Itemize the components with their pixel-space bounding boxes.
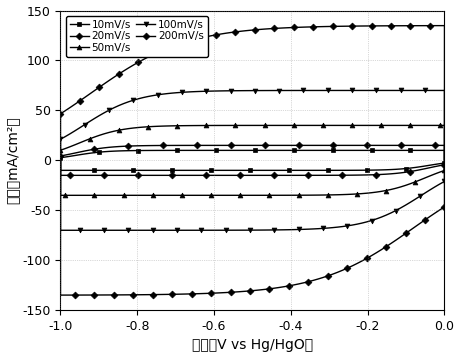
20mV/s <box>305 143 310 147</box>
20mV/s <box>291 143 296 147</box>
200mV/s <box>305 25 310 29</box>
100mV/s <box>305 88 310 93</box>
200mV/s <box>397 24 403 28</box>
Line: 20mV/s: 20mV/s <box>58 143 446 158</box>
50mV/s <box>441 123 446 127</box>
10mV/s <box>291 148 296 153</box>
100mV/s <box>291 88 296 93</box>
50mV/s <box>57 148 63 153</box>
10mV/s <box>397 148 403 153</box>
100mV/s <box>285 88 291 93</box>
50mV/s <box>291 123 296 127</box>
10mV/s <box>319 148 325 153</box>
100mV/s <box>441 88 446 93</box>
Line: 10mV/s: 10mV/s <box>58 148 446 160</box>
200mV/s <box>291 25 296 30</box>
50mV/s <box>319 123 325 127</box>
100mV/s <box>319 88 325 93</box>
200mV/s <box>285 25 291 30</box>
200mV/s <box>319 24 325 29</box>
50mV/s <box>285 123 291 127</box>
20mV/s <box>441 143 446 147</box>
Line: 200mV/s: 200mV/s <box>58 23 446 116</box>
10mV/s <box>285 148 291 153</box>
Line: 50mV/s: 50mV/s <box>58 123 446 153</box>
200mV/s <box>441 24 446 28</box>
200mV/s <box>57 112 63 116</box>
200mV/s <box>227 30 233 35</box>
X-axis label: 电压（V vs Hg/HgO）: 电压（V vs Hg/HgO） <box>191 338 312 352</box>
Line: 100mV/s: 100mV/s <box>58 88 446 142</box>
Legend: 10mV/s, 20mV/s, 50mV/s, 100mV/s, 200mV/s: 10mV/s, 20mV/s, 50mV/s, 100mV/s, 200mV/s <box>66 16 208 57</box>
20mV/s <box>285 143 291 147</box>
20mV/s <box>397 143 403 147</box>
10mV/s <box>441 148 446 153</box>
100mV/s <box>397 88 403 93</box>
100mV/s <box>57 137 63 141</box>
50mV/s <box>397 123 403 127</box>
10mV/s <box>227 148 233 153</box>
50mV/s <box>227 123 233 127</box>
50mV/s <box>305 123 310 127</box>
Y-axis label: 电流（mA/cm²）: 电流（mA/cm²） <box>6 116 20 204</box>
100mV/s <box>227 89 233 93</box>
10mV/s <box>57 155 63 160</box>
20mV/s <box>57 154 63 158</box>
10mV/s <box>305 148 310 153</box>
20mV/s <box>319 143 325 147</box>
20mV/s <box>227 143 233 147</box>
